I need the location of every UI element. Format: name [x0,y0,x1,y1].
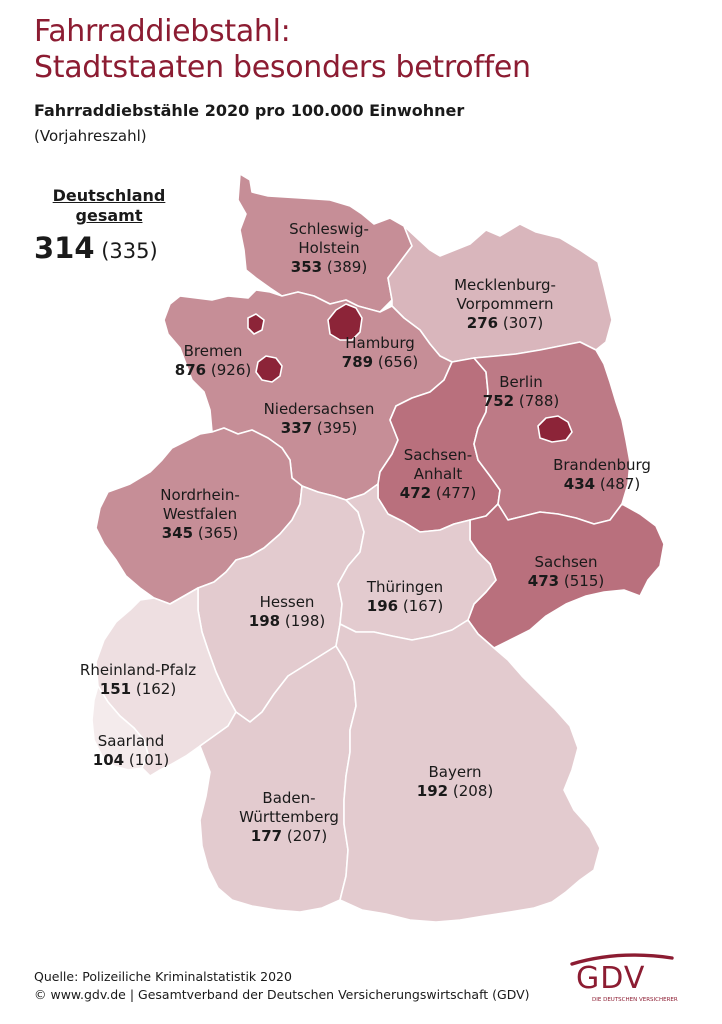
state-value: 472 [399,484,432,502]
label-berlin: Berlin 752 (788) [483,373,559,411]
footer: Quelle: Polizeiliche Kriminalstatistik 2… [34,968,530,1004]
state-name-line: Brandenburg [553,456,651,474]
state-name-line: Rheinland-Pfalz [79,661,197,679]
state-value: 104 [92,751,125,769]
label-sachsen: Sachsen 473 (515) [528,553,604,591]
region-sh [237,173,413,313]
region-hh [327,303,363,341]
state-name-line: Niedersachsen [263,400,375,418]
state-value: 192 [416,782,449,800]
label-mecklenburg-vorpommern: Mecklenburg- Vorpommern 276 (307) [454,276,556,333]
logo-wordmark: GDV [576,961,646,996]
state-prev: (207) [286,827,328,845]
map-subtitle: Fahrraddiebstähle 2020 pro 100.000 Einwo… [34,101,465,120]
region-be [537,415,573,443]
label-saarland: Saarland 104 (101) [93,732,169,770]
germany-total-label-line-1: Deutschland [52,186,166,205]
state-name-line: Mecklenburg- [454,276,556,294]
state-name-line: Anhalt [413,465,463,483]
label-baden-wuerttemberg: Baden- Württemberg 177 (207) [239,789,339,846]
label-niedersachsen: Niedersachsen 337 (395) [264,400,375,438]
state-value: 434 [563,475,596,493]
state-name-line: Sachsen- [403,446,473,464]
label-hessen: Hessen 198 (198) [249,593,325,631]
state-name-line: Saarland [97,732,165,750]
label-bremen: Bremen 876 (926) [175,342,251,380]
label-nordrhein-westfalen: Nordrhein- Westfalen 345 (365) [160,486,240,543]
state-prev: (208) [452,782,494,800]
state-name-line: Holstein [298,239,360,257]
state-value: 353 [290,258,323,276]
state-value: 337 [280,419,313,437]
state-prev: (788) [518,392,560,410]
state-name-line: Vorpommern [456,295,554,313]
state-prev: (477) [435,484,477,502]
state-value: 151 [99,680,132,698]
state-value: 177 [250,827,283,845]
map-title: Fahrraddiebstahl: Stadtstaaten besonders… [34,14,531,86]
gdv-logo: GDV DIE DEUTSCHEN VERSICHERER [568,953,678,1006]
label-sachsen-anhalt: Sachsen- Anhalt 472 (477) [400,446,476,503]
state-prev: (167) [402,597,444,615]
state-prev: (926) [210,361,252,379]
germany-total: Deutschland gesamt 314 (335) [34,186,204,267]
state-value: 876 [174,361,207,379]
state-name-line: Nordrhein- [160,486,240,504]
state-value: 789 [341,353,374,371]
state-value: 198 [248,612,281,630]
state-value: 276 [466,314,499,332]
state-value: 752 [482,392,515,410]
logo-arc-icon [570,953,674,966]
state-name-line: Hamburg [345,334,415,352]
state-name-line: Sachsen [534,553,598,571]
state-prev: (656) [377,353,419,371]
state-prev: (515) [563,572,605,590]
region-sl [91,685,149,771]
state-name-line: Schleswig- [289,220,369,238]
state-prev: (198) [284,612,326,630]
state-value: 473 [527,572,560,590]
state-prev: (395) [316,419,358,437]
state-name-line: Westfalen [162,505,238,523]
region-by [335,619,601,923]
state-prev: (389) [326,258,368,276]
logo-tagline: DIE DEUTSCHEN VERSICHERER [592,997,678,1003]
label-brandenburg: Brandenburg 434 (487) [553,456,651,494]
state-name-line: Bremen [183,342,243,360]
region-hb-bremerhaven [247,313,265,335]
region-hb [255,355,283,383]
state-prev: (101) [128,751,170,769]
state-name-line: Württemberg [239,808,339,826]
footer-copyright: © www.gdv.de | Gesamtverband der Deutsch… [34,987,530,1002]
label-bayern: Bayern 192 (208) [417,763,493,801]
label-hamburg: Hamburg 789 (656) [342,334,418,372]
germany-total-label-line-2: gesamt [75,206,143,225]
state-name-line: Hessen [259,593,315,611]
state-prev: (162) [135,680,177,698]
state-prev: (365) [197,524,239,542]
title-line-2: Stadtstaaten besonders betroffen [34,50,531,85]
germany-total-prev: (335) [101,239,158,263]
state-prev: (487) [599,475,641,493]
label-rheinland-pfalz: Rheinland-Pfalz 151 (162) [80,661,196,699]
state-name-line: Baden- [262,789,316,807]
state-value: 345 [161,524,194,542]
label-schleswig-holstein: Schleswig- Holstein 353 (389) [289,220,369,277]
state-name-line: Bayern [428,763,482,781]
state-name-line: Thüringen [366,578,444,596]
region-th [337,483,497,641]
map-subnote: (Vorjahreszahl) [34,127,147,145]
label-thueringen: Thüringen 196 (167) [367,578,443,616]
state-name-line: Berlin [499,373,543,391]
footer-source: Quelle: Polizeiliche Kriminalstatistik 2… [34,969,292,984]
state-value: 196 [366,597,399,615]
germany-total-value: 314 [34,231,95,265]
title-line-1: Fahrraddiebstahl: [34,14,291,49]
state-prev: (307) [502,314,544,332]
germany-total-values: 314 (335) [34,232,204,267]
